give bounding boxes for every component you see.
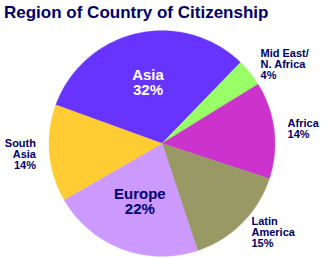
svg-text:LatinAmerica15%: LatinAmerica15% [251,215,295,249]
svg-text:Europe22%: Europe22% [114,185,166,217]
svg-text:Mid East/N. Africa4%: Mid East/N. Africa4% [261,47,309,81]
svg-text:Asia32%: Asia32% [132,66,164,98]
html-text:Region of Country of Citizensh: Region of Country of Citizenship [4,3,269,22]
svg-text:Africa14%: Africa14% [288,117,320,140]
svg-text:SouthAsia14%: SouthAsia14% [5,137,37,171]
